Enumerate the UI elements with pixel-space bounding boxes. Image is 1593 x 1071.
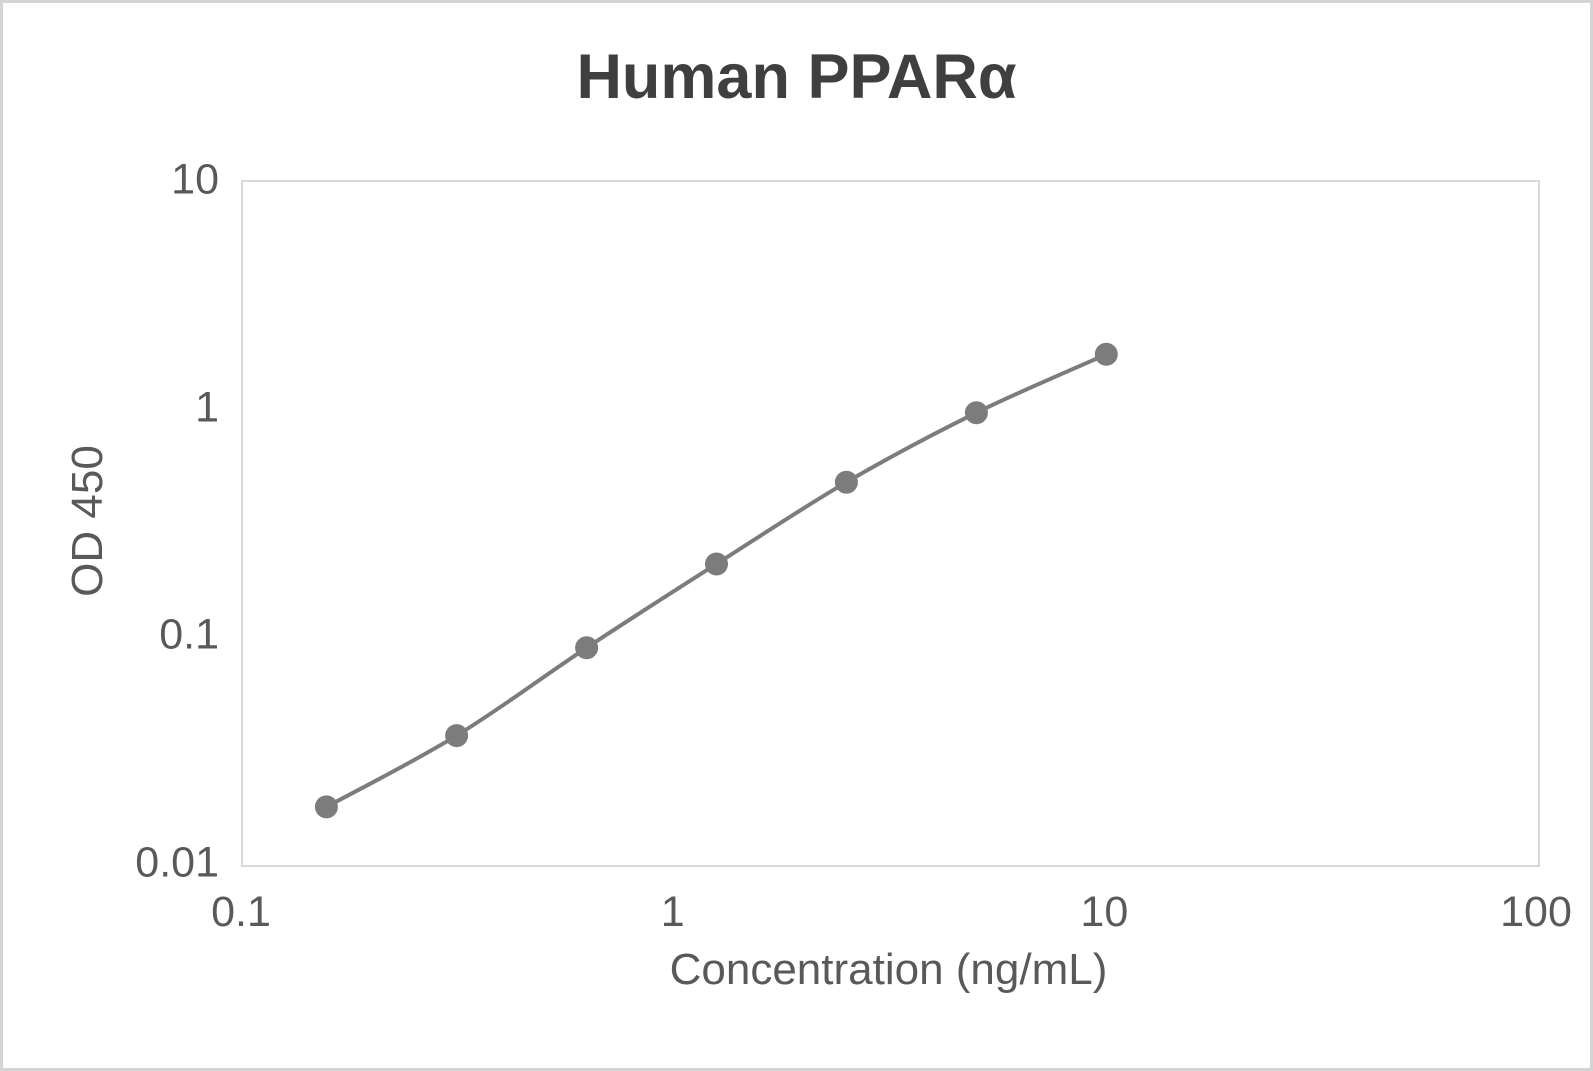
data-point [314, 795, 338, 819]
data-point [1094, 342, 1118, 366]
standard-curve-plot [314, 342, 1118, 819]
plot-area [241, 180, 1540, 867]
data-point [705, 552, 728, 576]
y-tick-label: 10 [171, 155, 219, 204]
x-tick-label: 10 [1080, 888, 1129, 936]
data-point [834, 470, 858, 494]
data-point [575, 636, 599, 660]
x-tick-label: 1 [660, 888, 685, 936]
y-axis-title: OD 450 [63, 445, 112, 597]
y-tick-label: 0.01 [135, 838, 219, 887]
x-tick-label: 0.1 [211, 888, 271, 936]
y-tick-label: 0.1 [159, 610, 219, 659]
data-point [964, 401, 988, 425]
y-tick-label: 1 [195, 383, 219, 432]
data-point [445, 724, 469, 748]
x-tick-label: 100 [1500, 888, 1572, 936]
chart-title: Human PPARα [576, 42, 1017, 112]
series-line [325, 352, 1108, 809]
x-axis-title: Concentration (ng/mL) [669, 945, 1108, 994]
